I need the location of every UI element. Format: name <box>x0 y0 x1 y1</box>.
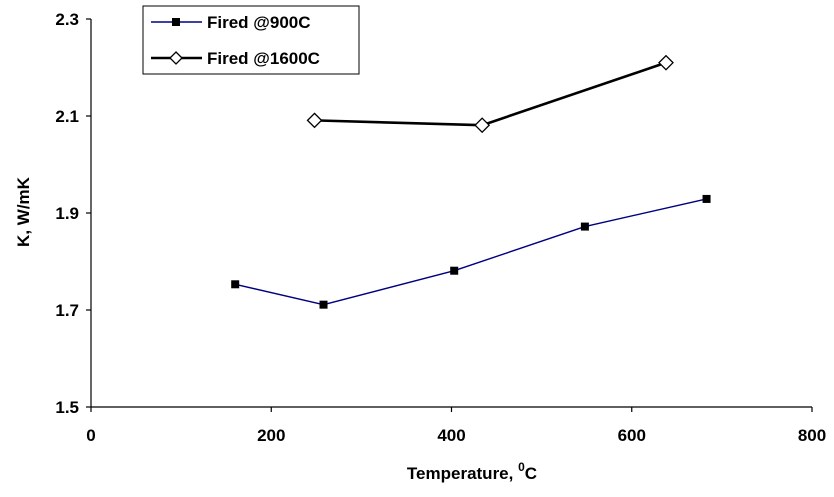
series-line <box>235 198 707 306</box>
x-axis-title-unit: C <box>525 464 537 483</box>
y-tick-label: 1.9 <box>55 204 79 223</box>
y-tick-label: 1.5 <box>55 398 79 417</box>
data-point <box>319 300 328 309</box>
legend: Fired @900C Fired @1600C <box>142 5 360 75</box>
data-point <box>306 112 323 129</box>
x-axis-title-superscript: 0 <box>518 460 525 474</box>
data-point <box>702 194 711 203</box>
x-tick-label: 400 <box>437 426 465 445</box>
series-layer <box>231 54 711 309</box>
series-line <box>314 61 667 127</box>
y-tick-label: 1.7 <box>55 301 79 320</box>
data-point <box>231 280 240 289</box>
x-axis-title-text: Temperature, <box>407 464 518 483</box>
y-tick-label: 2.3 <box>55 10 79 29</box>
data-point <box>658 54 674 71</box>
y-tick-label: 2.1 <box>55 107 79 126</box>
x-tick-label: 800 <box>798 426 826 445</box>
x-tick-label: 0 <box>86 426 95 445</box>
axes <box>90 19 812 408</box>
x-ticks: 0 200 400 600 800 <box>86 407 826 445</box>
series-2 <box>306 54 674 134</box>
legend-label-1600: Fired @1600C <box>207 49 320 68</box>
data-point <box>580 222 589 231</box>
y-ticks: 1.5 1.7 1.9 2.1 2.3 <box>55 10 91 417</box>
legend-box <box>142 5 360 75</box>
data-point <box>450 266 459 275</box>
legend-swatch-marker-1600 <box>169 51 183 65</box>
series-1 <box>231 194 711 309</box>
y-axis-title: K, W/mK <box>14 176 33 247</box>
x-tick-label: 600 <box>618 426 646 445</box>
x-tick-label: 200 <box>257 426 285 445</box>
data-point <box>474 117 491 134</box>
x-axis-title: Temperature, 0C <box>407 460 537 483</box>
legend-swatch-marker-900 <box>172 18 180 26</box>
legend-label-900: Fired @900C <box>207 13 311 32</box>
